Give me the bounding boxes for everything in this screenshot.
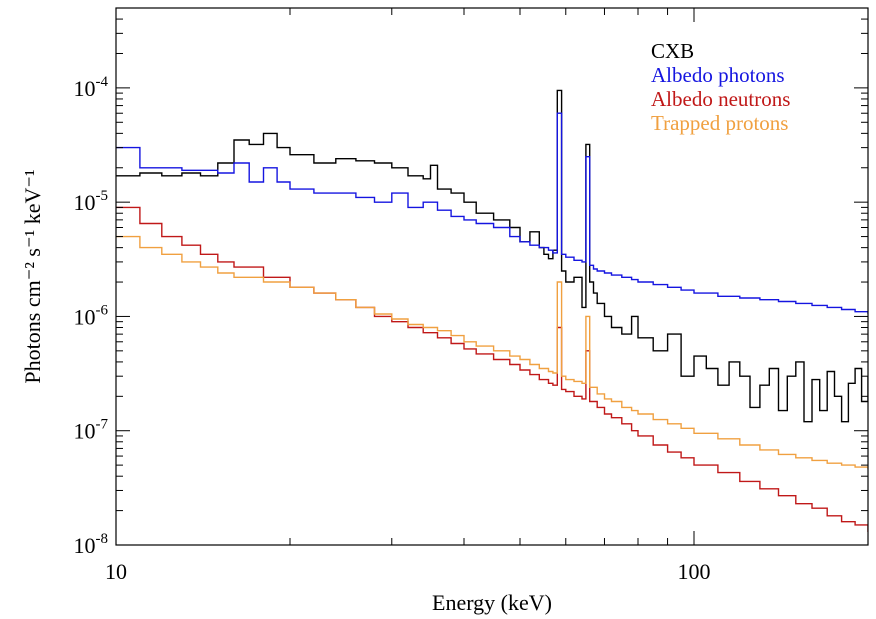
- series-line-albedo-photons: [116, 112, 868, 314]
- y-tick-label: 10-5: [74, 188, 109, 215]
- x-tick-label: 100: [678, 559, 711, 584]
- y-tick-label: 10-6: [74, 302, 109, 329]
- y-tick-label: 10-8: [74, 531, 109, 558]
- y-tick-label: 10-7: [74, 417, 109, 444]
- series-line-albedo-neutrons: [116, 206, 868, 532]
- x-axis-label: Energy (keV): [432, 590, 552, 615]
- y-axis-label: Photons cm⁻² s⁻¹ keV⁻¹: [20, 169, 45, 383]
- legend-entry-cxb: CXB: [651, 39, 694, 63]
- legend-entry-trapped-protons: Trapped protons: [651, 111, 788, 135]
- plot-area: [116, 89, 868, 532]
- legend-entry-albedo-photons: Albedo photons: [651, 63, 785, 87]
- x-tick-label: 10: [105, 559, 127, 584]
- series-line-trapped-protons: [116, 235, 868, 470]
- series-line-cxb: [116, 89, 868, 423]
- plot-frame: [115, 7, 869, 546]
- y-tick-label: 10-4: [74, 74, 109, 101]
- legend-entry-albedo-neutrons: Albedo neutrons: [651, 87, 790, 111]
- axis-ticks: [115, 7, 869, 546]
- tick-labels: 10 100 10-8 10-7 10-6 10-5 10-4: [74, 74, 711, 584]
